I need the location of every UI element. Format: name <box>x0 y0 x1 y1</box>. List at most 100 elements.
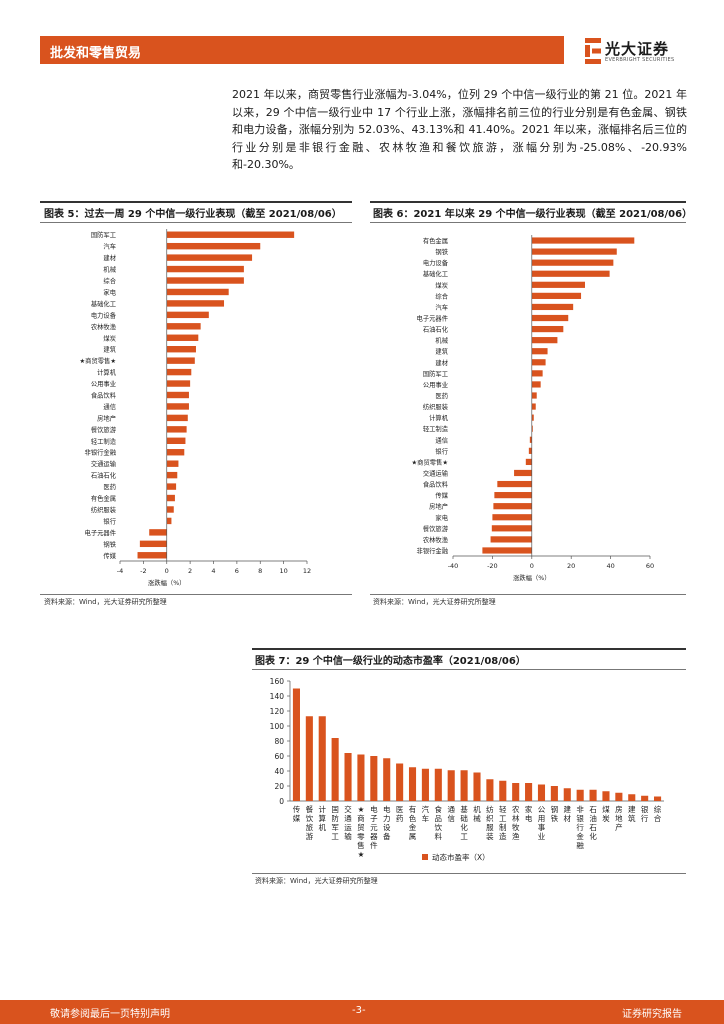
category-label: 交通运输 <box>344 804 352 841</box>
category-label: 有色金属 <box>409 804 417 841</box>
bar <box>166 265 244 273</box>
bar <box>166 231 295 238</box>
category-label: 房地产 <box>429 502 448 511</box>
category-label: 电力设备 <box>383 804 391 841</box>
category-label: ★商贸零售★ <box>412 457 449 466</box>
bar <box>318 716 326 801</box>
logo-text-cn: 光大证券 <box>605 40 670 58</box>
legend-label: 动态市盈率（X） <box>432 852 490 862</box>
category-label: 食品饮料 <box>423 480 449 489</box>
category-label: 家电 <box>525 804 533 823</box>
category-label: 公用事业 <box>423 380 448 389</box>
bar <box>490 536 532 543</box>
company-logo: 光大证券 EVERBRIGHT SECURITIES <box>585 38 685 66</box>
bar <box>139 540 167 548</box>
category-label: 家电 <box>435 513 448 522</box>
x-axis-title: 涨跌幅（%） <box>148 578 185 587</box>
category-label: 公用事业 <box>538 805 546 841</box>
bar <box>166 346 196 353</box>
chart5-source: 资料来源：Wind，光大证券研究所整理 <box>44 598 167 606</box>
category-label: 煤炭 <box>435 280 448 289</box>
category-label: 机械 <box>103 265 116 274</box>
bar <box>531 337 558 344</box>
category-label: 餐饮旅游 <box>91 425 117 434</box>
category-label: 建材 <box>435 358 448 367</box>
bar <box>493 503 532 510</box>
category-label: 电子元器件 <box>85 528 116 537</box>
bar <box>137 552 167 559</box>
bar <box>166 471 178 479</box>
bar <box>615 792 623 801</box>
bar <box>434 768 442 801</box>
bar <box>602 791 610 801</box>
bar <box>525 458 532 466</box>
chart7-top-rule <box>252 648 686 650</box>
x-tick-label: -40 <box>448 562 459 570</box>
bar <box>166 323 201 330</box>
y-tick-label: 160 <box>270 677 285 686</box>
bar <box>166 300 225 307</box>
footer-bar <box>0 1000 724 1024</box>
category-label: ★商贸零售★ <box>80 356 117 365</box>
category-label: 交通运输 <box>423 468 449 477</box>
x-tick-label: -4 <box>117 567 123 575</box>
y-tick-label: 0 <box>279 797 284 806</box>
summary-paragraph: 2021 年以来，商贸零售行业涨幅为-3.04%，位列 29 个中信一级行业的第… <box>232 88 687 171</box>
bar <box>166 517 172 525</box>
category-label: 传媒 <box>103 551 116 560</box>
category-label: 轻工制造 <box>91 436 117 445</box>
bar <box>531 392 537 399</box>
category-label: 建材 <box>564 804 572 823</box>
category-label: 纺织服装 <box>423 402 449 411</box>
chart6-bottom-rule <box>370 594 686 595</box>
bar <box>514 469 532 477</box>
category-label: 建材 <box>103 253 116 262</box>
category-label: 钢铁 <box>551 804 559 823</box>
bar <box>473 772 481 801</box>
bar <box>292 688 300 801</box>
bar <box>550 786 558 801</box>
category-label: 餐饮旅游 <box>306 805 314 841</box>
footer-disclaimer: 敬请参阅最后一页特别声明 <box>50 1009 170 1020</box>
logo-text-en: EVERBRIGHT SECURITIES <box>605 57 675 63</box>
bar <box>396 763 404 801</box>
category-label: 综合 <box>103 276 116 285</box>
category-label: 机械 <box>473 804 481 823</box>
category-label: 餐饮旅游 <box>423 524 449 533</box>
bar <box>305 716 313 801</box>
category-label: 食品饮料 <box>91 391 117 400</box>
y-tick-label: 120 <box>270 707 285 716</box>
bar <box>447 770 455 801</box>
category-label: 交通运输 <box>91 459 117 468</box>
bar <box>531 303 574 311</box>
chart5-title: 图表 5：过去一周 29 个中信一级行业表现（截至 2021/08/06） <box>44 209 342 220</box>
bar <box>531 370 543 377</box>
bar <box>531 248 617 255</box>
category-label: 通信 <box>435 435 448 444</box>
bar <box>166 242 261 250</box>
bar <box>166 426 187 433</box>
category-label: 电力设备 <box>91 310 117 319</box>
bar <box>531 403 536 410</box>
bar <box>528 447 532 454</box>
footer-report-type: 证券研究报告 <box>622 1009 682 1020</box>
x-tick-label: 12 <box>303 567 311 575</box>
bar <box>531 314 569 322</box>
x-tick-label: 0 <box>165 567 169 575</box>
category-label: 食品饮料 <box>435 804 443 841</box>
category-label: 计算机 <box>318 804 326 832</box>
y-tick-label: 100 <box>270 722 285 731</box>
bar <box>499 780 507 801</box>
category-label: 房地产 <box>615 804 623 832</box>
bar <box>166 437 186 444</box>
chart5-bottom-rule <box>40 594 352 595</box>
bar <box>641 795 649 801</box>
header-bar <box>40 36 564 64</box>
bar <box>166 311 209 319</box>
category-label: 国防军工 <box>331 805 339 841</box>
bar <box>512 783 520 801</box>
category-label: 石油石化 <box>423 325 449 334</box>
category-label: 纺织服装 <box>91 505 117 514</box>
category-label: 医药 <box>103 482 116 491</box>
